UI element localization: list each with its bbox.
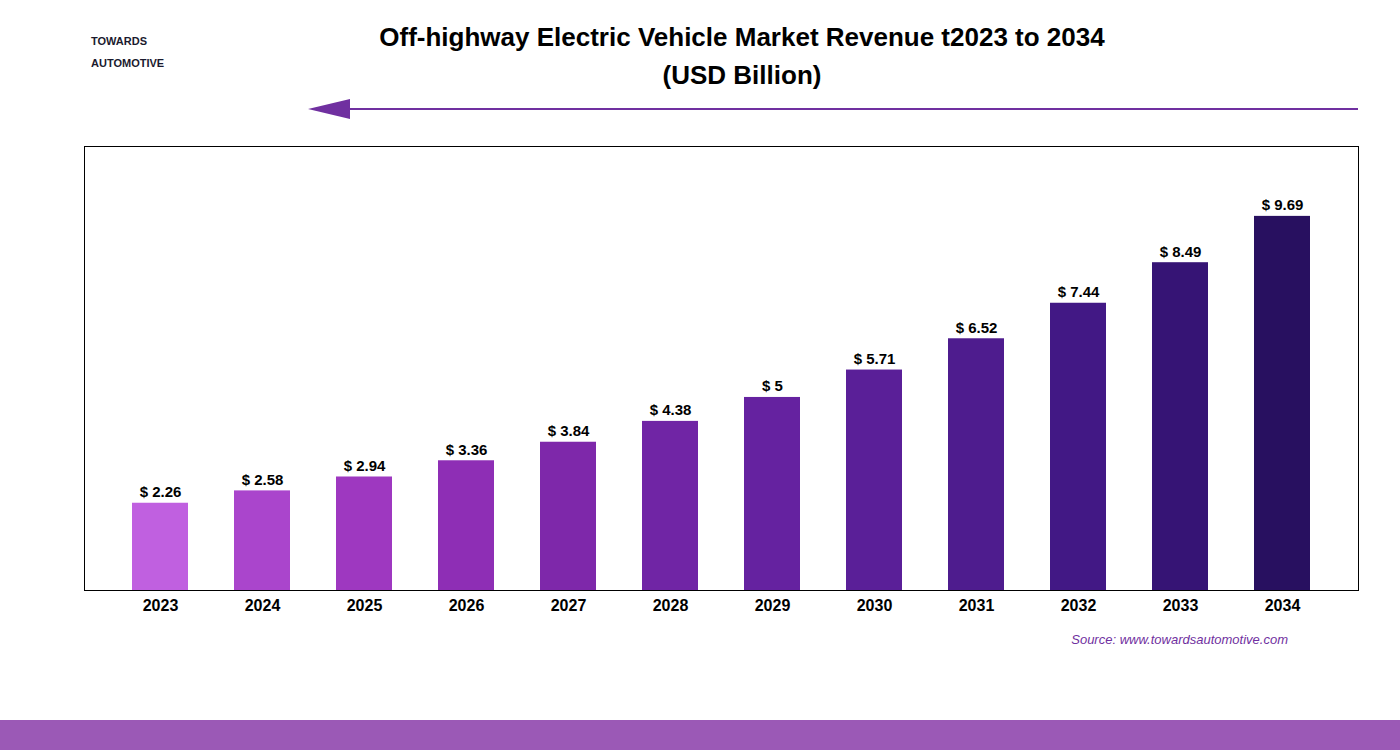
svg-text:$ 8.49: $ 8.49 <box>1160 243 1202 260</box>
svg-text:2034: 2034 <box>1265 597 1301 614</box>
svg-text:$ 7.44: $ 7.44 <box>1058 283 1100 300</box>
svg-text:2031: 2031 <box>959 597 995 614</box>
svg-text:$ 3.36: $ 3.36 <box>446 441 488 458</box>
html-text:TOWARDS: TOWARDS <box>91 35 147 47</box>
svg-text:$ 9.69: $ 9.69 <box>1262 196 1304 213</box>
svg-text:$ 5.71: $ 5.71 <box>854 350 896 367</box>
svg-text:2025: 2025 <box>347 597 383 614</box>
svg-text:$ 4.38: $ 4.38 <box>650 401 692 418</box>
html-text:AUTOMOTIVE: AUTOMOTIVE <box>91 57 165 69</box>
svg-text:$ 3.84: $ 3.84 <box>548 422 590 439</box>
svg-text:2032: 2032 <box>1061 597 1097 614</box>
svg-text:$ 6.52: $ 6.52 <box>956 319 998 336</box>
svg-text:$ 2.94: $ 2.94 <box>344 457 386 474</box>
svg-text:2024: 2024 <box>245 597 281 614</box>
svg-text:2026: 2026 <box>449 597 485 614</box>
html-text:Off-highway Electric Vehicle M: Off-highway Electric Vehicle Market Reve… <box>379 22 1105 52</box>
svg-text:$ 2.58: $ 2.58 <box>242 471 284 488</box>
html-text:Source: www.towardsautomotive.: Source: www.towardsautomotive.com <box>1071 632 1288 647</box>
svg-text:2029: 2029 <box>755 597 791 614</box>
svg-text:2030: 2030 <box>857 597 893 614</box>
svg-text:2028: 2028 <box>653 597 689 614</box>
svg-text:$ 2.26: $ 2.26 <box>140 483 182 500</box>
svg-text:2023: 2023 <box>143 597 179 614</box>
html-text:(USD Billion): (USD Billion) <box>662 60 822 90</box>
svg-text:2027: 2027 <box>551 597 587 614</box>
svg-text:2033: 2033 <box>1163 597 1199 614</box>
svg-text:$ 5: $ 5 <box>762 377 783 394</box>
